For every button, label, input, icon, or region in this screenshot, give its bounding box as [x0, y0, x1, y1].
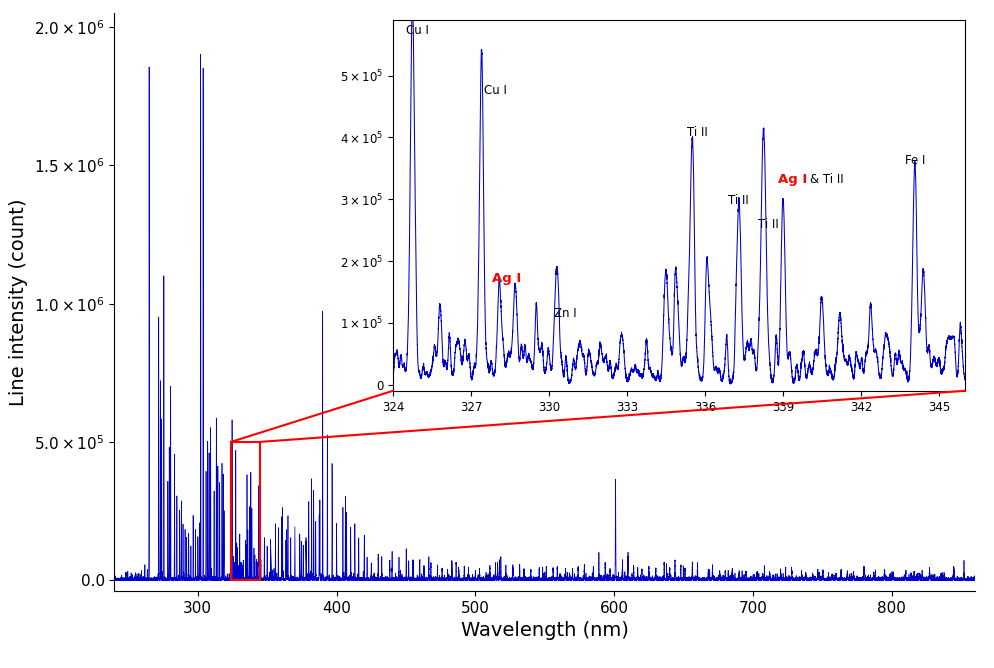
Text: Fe I: Fe I: [905, 154, 924, 167]
Text: Cu I: Cu I: [406, 24, 428, 37]
Y-axis label: Line intensity (count): Line intensity (count): [10, 198, 29, 406]
Text: Ag I: Ag I: [491, 271, 521, 285]
Text: Zn I: Zn I: [554, 307, 577, 320]
Text: Ti II: Ti II: [757, 218, 778, 231]
Text: & Ti II: & Ti II: [809, 172, 843, 186]
Text: Ti II: Ti II: [686, 126, 707, 139]
Text: Ag I: Ag I: [777, 172, 806, 186]
X-axis label: Wavelength (nm): Wavelength (nm): [460, 621, 628, 641]
Text: Cu I: Cu I: [483, 84, 506, 98]
Text: Ti II: Ti II: [728, 194, 748, 206]
Bar: [231, 442, 259, 580]
